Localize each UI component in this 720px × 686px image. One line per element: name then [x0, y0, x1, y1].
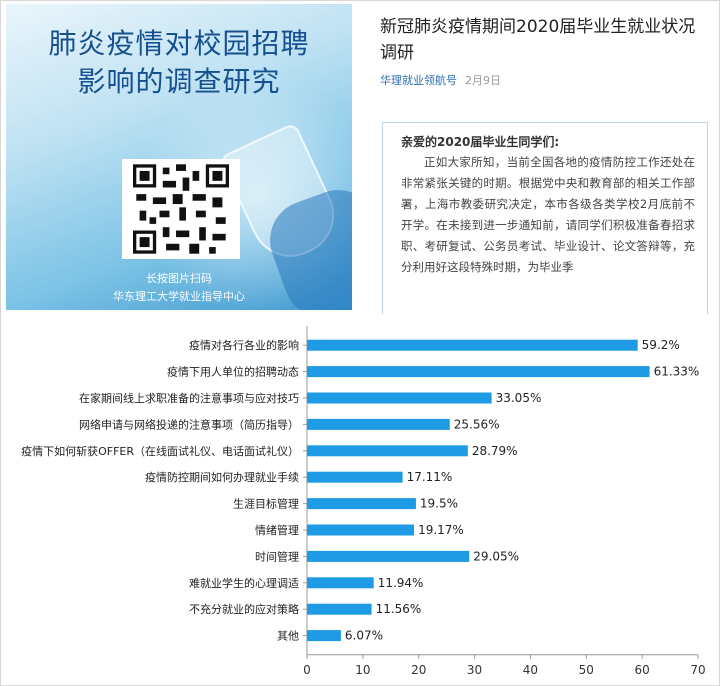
qr-code-icon: [133, 164, 229, 254]
value-label: 19.17%: [418, 523, 464, 537]
value-label: 28.79%: [472, 444, 518, 458]
value-label: 59.2%: [642, 338, 680, 352]
bar: [307, 445, 468, 457]
category-label: 其他: [277, 630, 299, 643]
value-label: 19.5%: [420, 497, 458, 511]
bar: [307, 471, 403, 483]
x-tick-label: 0: [303, 663, 311, 677]
bar: [307, 498, 416, 510]
category-label: 时间管理: [255, 549, 299, 563]
article-date: 2月9日: [465, 74, 501, 87]
bar: [307, 339, 638, 351]
bar: [307, 577, 374, 589]
x-tick-label: 60: [635, 663, 650, 677]
x-tick-label: 30: [467, 663, 482, 677]
category-label: 情绪管理: [255, 523, 299, 537]
article-greeting: 亲爱的2020届毕业生同学们:: [401, 135, 560, 149]
qr-code[interactable]: [122, 159, 240, 259]
poster-caption-scan: 长按图片扫码: [146, 272, 212, 285]
article-body: 正如大家所知，当前全国各地的疫情防控工作还处在非常紧张关键的时期。根据党中央和教…: [401, 155, 695, 274]
bar: [307, 550, 470, 562]
category-label: 不充分就业的应对策略: [189, 602, 299, 616]
survey-poster: 肺炎疫情对校园招聘 影响的调查研究 长按图片扫码 华东理工大学就业指导中心: [6, 4, 352, 310]
value-label: 11.56%: [376, 602, 422, 616]
article-title[interactable]: 新冠肺炎疫情期间2020届毕业生就业状况调研: [380, 17, 696, 63]
category-label: 疫情下用人单位的招聘动态: [167, 365, 299, 379]
category-label: 网络申请与网络投递的注意事项（简历指导）: [79, 417, 299, 431]
category-label: 在家期间线上求职准备的注意事项与应对技巧: [79, 391, 299, 405]
bar-chart: 疫情对各行各业的影响 59.2% 疫情下用人单位的招聘动态 61.33% 在家期间线上求…: [21, 326, 706, 677]
bar: [307, 366, 650, 378]
article-preview: 新冠肺炎疫情期间2020届毕业生就业状况调研 华理就业领航号 2月9日 亲爱的20…: [372, 6, 712, 314]
article-meta: 华理就业领航号 2月9日: [380, 72, 501, 88]
value-label: 33.05%: [496, 391, 542, 405]
category-label: 生涯目标管理: [233, 497, 299, 511]
article-body-box: 亲爱的2020届毕业生同学们: 正如大家所知，当前全国各地的疫情防控工作还处在非…: [382, 122, 708, 314]
x-tick-label: 10: [355, 663, 370, 677]
value-label: 11.94%: [378, 576, 424, 590]
value-label: 29.05%: [473, 549, 519, 563]
bar: [307, 630, 341, 642]
category-label: 疫情下如何斩获OFFER（在线面试礼仪、电话面试礼仪）: [21, 444, 299, 458]
category-label: 疫情防控期间如何办理就业手续: [145, 470, 299, 484]
x-tick-label: 20: [411, 663, 426, 677]
poster-title-line2: 影响的调查研究: [77, 65, 281, 98]
x-tick-label: 70: [690, 663, 705, 677]
x-tick-label: 40: [523, 663, 538, 677]
bar: [307, 392, 492, 404]
article-author[interactable]: 华理就业领航号: [380, 74, 457, 87]
bar: [307, 524, 415, 536]
value-label: 25.56%: [454, 417, 500, 431]
bar: [307, 418, 450, 430]
value-label: 17.11%: [407, 470, 453, 484]
poster-title-line1: 肺炎疫情对校园招聘: [48, 27, 310, 60]
bar: [307, 603, 372, 615]
value-label: 6.07%: [345, 629, 383, 643]
x-tick-label: 50: [579, 663, 594, 677]
poster-caption-org: 华东理工大学就业指导中心: [113, 290, 245, 303]
category-label: 疫情对各行各业的影响: [189, 338, 299, 352]
category-label: 难就业学生的心理调适: [189, 576, 299, 590]
value-label: 61.33%: [654, 365, 700, 379]
